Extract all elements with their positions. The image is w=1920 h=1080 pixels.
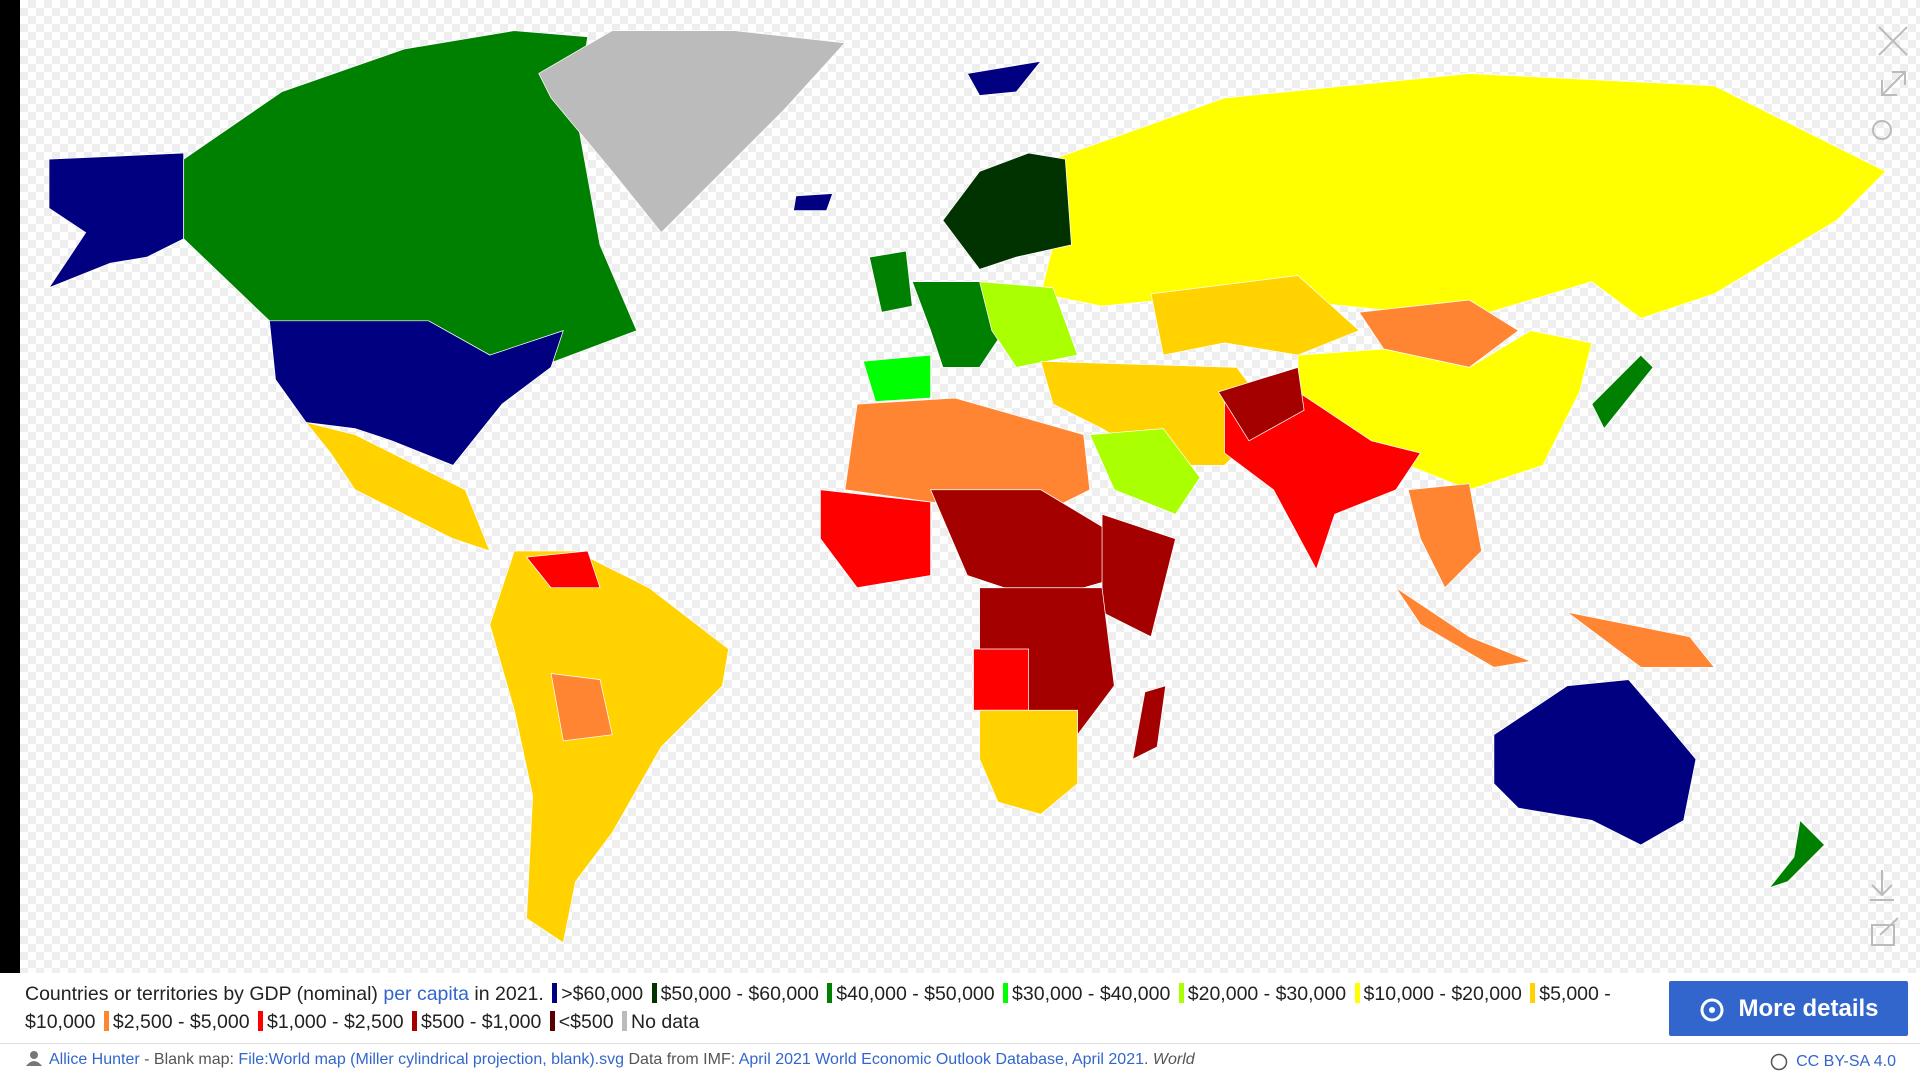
license[interactable]: CC BY-SA 4.0 (1770, 1053, 1896, 1071)
legend-swatch (1354, 983, 1360, 1003)
download-icon[interactable] (1870, 870, 1894, 901)
credit-text: - Blank map: (144, 1051, 234, 1068)
close-icon[interactable] (1878, 26, 1908, 56)
viewer (0, 0, 1920, 973)
legend-swatch (622, 1011, 627, 1031)
legend-label: $20,000 - $30,000 (1187, 983, 1347, 1005)
caption-text: Countries or territories by GDP (nominal… (25, 983, 378, 1005)
credit-text: Data from IMF: (628, 1051, 736, 1068)
share-icon[interactable] (1871, 917, 1899, 946)
settings-icon[interactable] (1872, 120, 1892, 140)
legend-label: <$500 (558, 1011, 614, 1033)
image-stage (20, 0, 1920, 973)
credit-text: . (1144, 1051, 1149, 1068)
legend-swatch (1003, 983, 1009, 1003)
legend-swatch (549, 1011, 555, 1031)
caption-text: in 2021. (474, 983, 544, 1005)
legend-label: $5,000 - $10,000 (25, 983, 1611, 1033)
legend-label: $1,000 - $2,500 (266, 1011, 404, 1033)
fullscreen-icon[interactable] (1881, 71, 1906, 96)
commons-icon (1700, 998, 1724, 1021)
separator (0, 1043, 1920, 1044)
legend-swatch (827, 983, 833, 1003)
button-label: More details (1738, 994, 1879, 1022)
license-text: CC BY-SA 4.0 (1796, 1053, 1896, 1070)
legend-swatch (103, 1011, 109, 1031)
legend: >$60,000 $50,000 - $60,000 $40,000 - $50… (25, 983, 1611, 1033)
legend-label: $10,000 - $20,000 (1363, 983, 1522, 1005)
legend-label: $2,500 - $5,000 (112, 1011, 250, 1033)
more-details-button[interactable]: More details (1669, 981, 1908, 1036)
legend-label: $50,000 - $60,000 (660, 983, 819, 1005)
credits: Allice Hunter - Blank map: File:World ma… (25, 1050, 1195, 1069)
legend-label: No data (631, 1011, 700, 1033)
legend-swatch (1530, 983, 1536, 1003)
collection: World (1152, 1051, 1195, 1068)
legend-label: $40,000 - $50,000 (836, 983, 995, 1005)
user-icon (26, 1051, 42, 1066)
file-link[interactable]: File:World map (Miller cylindrical proje… (238, 1051, 625, 1068)
author-link[interactable]: Allice Hunter (49, 1051, 140, 1068)
caption-link[interactable]: per capita (383, 983, 469, 1005)
legend-swatch (257, 1011, 263, 1031)
legend-swatch (651, 983, 657, 1003)
cc-icon (1770, 1053, 1788, 1071)
legend-swatch (1178, 983, 1184, 1003)
legend-label: $30,000 - $40,000 (1012, 983, 1171, 1005)
world-map (48, 26, 1908, 946)
data-link[interactable]: April 2021 World Economic Outlook Databa… (738, 1051, 1144, 1068)
legend-swatch (412, 1011, 418, 1031)
legend-label: $500 - $1,000 (421, 1011, 542, 1033)
legend-label: >$60,000 (561, 983, 644, 1005)
caption: Countries or territories by GDP (nominal… (25, 980, 1640, 1036)
legend-swatch (552, 983, 558, 1003)
